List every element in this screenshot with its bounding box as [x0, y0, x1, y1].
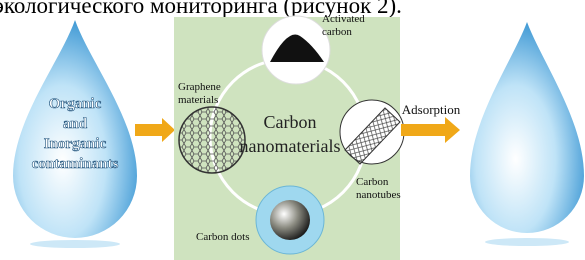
label-line: nanomaterials — [240, 136, 341, 156]
label-line: and — [63, 116, 88, 132]
carbon-dot — [270, 200, 310, 240]
label-line: Carbon dots — [196, 231, 249, 243]
diagram: экологического мониторинга (рисунок 2). … — [0, 0, 585, 260]
arrow — [135, 118, 175, 142]
label-line: Organic — [49, 96, 102, 112]
node-image — [179, 107, 245, 173]
label-line: Activated — [322, 13, 365, 25]
label-line: Carbon — [264, 112, 317, 132]
arrow — [401, 117, 460, 143]
drop-shadow — [30, 240, 120, 248]
label-line: Inorganic — [44, 136, 107, 152]
arrow-label: Adsorption — [402, 102, 461, 117]
label-line: carbon — [322, 26, 352, 38]
label-line: contaminants — [32, 156, 119, 172]
label-line: materials — [178, 94, 218, 106]
label-line: Graphene — [178, 81, 221, 93]
label-line: Carbon — [356, 176, 389, 188]
drop-shadow — [485, 238, 569, 246]
label-line: nanotubes — [356, 189, 401, 201]
water-drop — [470, 22, 584, 233]
